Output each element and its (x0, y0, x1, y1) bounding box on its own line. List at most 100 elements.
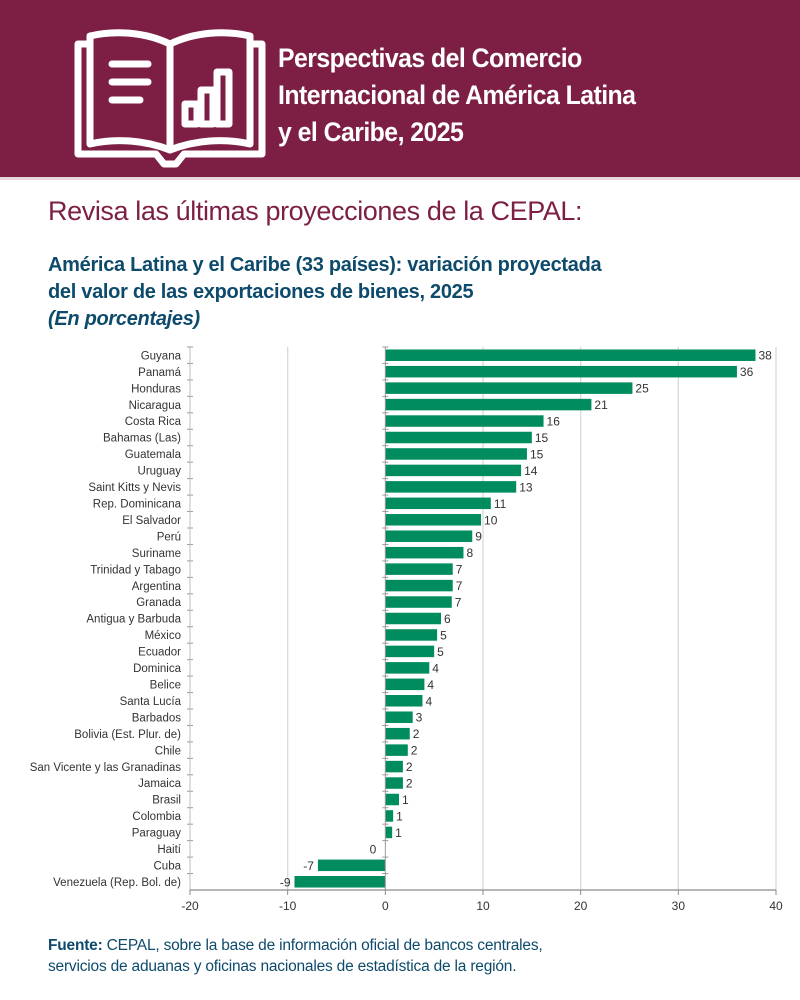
bar (385, 727, 410, 740)
category-label: Rep. Dominicana (93, 499, 182, 511)
data-label: 2 (413, 727, 420, 741)
category-label: Belice (150, 680, 181, 692)
category-label: Honduras (131, 383, 181, 395)
bar (385, 530, 473, 542)
data-label: 9 (475, 530, 482, 544)
x-tick-label: 10 (476, 899, 490, 913)
category-label: Uruguay (138, 466, 182, 478)
bar (385, 826, 393, 839)
bar (385, 678, 425, 691)
category-label: Colombia (132, 811, 181, 823)
bar (385, 695, 423, 707)
bar (385, 629, 438, 641)
bar (317, 859, 386, 872)
category-label: Dominica (133, 663, 182, 675)
source-text-1: CEPAL, sobre la base de información ofic… (102, 937, 543, 954)
data-label: 5 (440, 628, 447, 642)
category-label: Haití (157, 844, 181, 856)
data-label: 11 (494, 497, 507, 511)
bar (385, 579, 453, 592)
category-label: Trinidad y Tabago (90, 564, 181, 576)
data-label: 4 (427, 678, 434, 692)
x-tick-label: 20 (574, 899, 588, 913)
category-label: Argentina (132, 581, 182, 593)
category-label: Bahamas (Las) (103, 433, 181, 445)
bars (294, 349, 756, 888)
x-tick-label: -10 (279, 899, 297, 913)
data-label: 4 (425, 694, 432, 708)
data-label: 15 (530, 447, 544, 461)
bar (385, 810, 394, 822)
bar (385, 514, 482, 526)
data-label: 21 (594, 398, 608, 412)
x-tick-label: -20 (181, 899, 199, 913)
data-label: 8 (466, 546, 473, 560)
category-label: Costa Rica (125, 416, 182, 428)
x-tick-label: 30 (672, 899, 686, 913)
chart-title: América Latina y el Caribe (33 países): … (48, 252, 602, 333)
data-label: 13 (519, 480, 533, 494)
data-label: 6 (444, 612, 451, 626)
category-label: Barbados (132, 712, 181, 724)
category-label: Paraguay (132, 828, 181, 840)
headline: Revisa las últimas proyecciones de la CE… (48, 196, 583, 226)
gridlines (287, 347, 777, 890)
data-label: 7 (455, 596, 462, 610)
data-label: 2 (406, 760, 413, 774)
header-title-line: Perspectivas del Comercio (278, 43, 582, 73)
category-label: Granada (136, 597, 181, 609)
data-label: 16 (547, 415, 561, 429)
category-label: Suriname (132, 548, 181, 560)
bar (385, 793, 400, 806)
data-label: 2 (411, 744, 418, 758)
data-label: 1 (402, 793, 409, 807)
data-label: -7 (303, 859, 314, 873)
header-divider (0, 177, 800, 180)
category-label: Jamaica (138, 778, 181, 790)
bar (385, 464, 522, 477)
bar (385, 662, 430, 674)
data-label: 0 (370, 842, 377, 856)
category-label: Bolivia (Est. Plur. de) (74, 729, 181, 741)
bar (385, 349, 756, 361)
header-banner: Perspectivas del Comercio Internacional … (0, 0, 800, 177)
data-label: 15 (535, 431, 549, 445)
header-title-line: Internacional de América Latina (278, 80, 636, 110)
bar (385, 365, 737, 378)
category-label: Guatemala (125, 449, 182, 461)
category-label: Chile (155, 745, 181, 757)
x-tick-label: 0 (382, 899, 389, 913)
chart-title-line-1: América Latina y el Caribe (33 países): … (48, 254, 602, 276)
data-label: 1 (395, 826, 402, 840)
source-note: Fuente: CEPAL, sobre la base de informac… (48, 935, 543, 977)
bar (385, 744, 408, 756)
category-label: Ecuador (138, 647, 181, 659)
labels: 38Guyana36Panamá25Honduras21Nicaragua16C… (30, 349, 783, 913)
data-label: 7 (456, 579, 463, 593)
bar (294, 876, 386, 888)
bar (385, 596, 452, 608)
chart-title-line-2: del valor de las exportaciones de bienes… (48, 281, 474, 303)
data-label: 4 (432, 661, 439, 675)
axes (187, 346, 777, 895)
bar (385, 415, 544, 427)
data-label: 14 (524, 464, 538, 478)
category-label: Guyana (141, 350, 182, 362)
category-label: Panamá (138, 367, 181, 379)
bar (385, 382, 633, 394)
data-label: 36 (740, 365, 754, 379)
header-title-line: y el Caribe, 2025 (278, 117, 464, 147)
data-label: -9 (280, 875, 291, 889)
x-tick-label: 40 (769, 899, 783, 913)
category-label: México (145, 630, 181, 642)
bar (385, 760, 403, 773)
bar (385, 546, 464, 559)
bar (385, 612, 442, 625)
bar-chart: 38Guyana36Panamá25Honduras21Nicaragua16C… (30, 346, 783, 913)
data-label: 25 (635, 382, 649, 396)
bar (385, 645, 435, 658)
category-label: Saint Kitts y Nevis (88, 482, 181, 494)
category-label: Venezuela (Rep. Bol. de) (53, 877, 181, 889)
category-label: Brasil (152, 795, 181, 807)
bar (385, 497, 491, 510)
